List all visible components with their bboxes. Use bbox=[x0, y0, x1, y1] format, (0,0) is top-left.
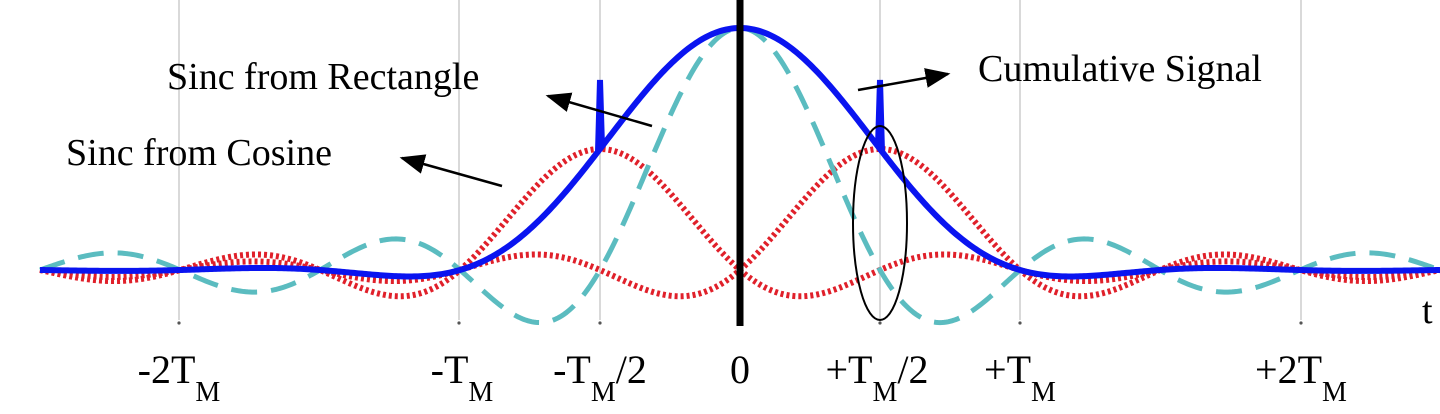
tick-mark bbox=[878, 321, 882, 325]
tick-label-pos-half-tm: +TM/2 bbox=[825, 347, 928, 408]
rect-sinc-arrow bbox=[545, 92, 653, 128]
tick-label-pos-tm: +TM bbox=[984, 347, 1056, 408]
cos-sinc-label: Sinc from Cosine bbox=[66, 132, 332, 174]
tick-mark bbox=[598, 321, 602, 325]
tick-marks bbox=[177, 321, 1303, 325]
tick-mark bbox=[177, 321, 181, 325]
cumulative-signal-label: Cumulative Signal bbox=[978, 48, 1262, 90]
tick-mark bbox=[1299, 321, 1303, 325]
tick-label-neg-half-tm: -TM/2 bbox=[553, 347, 647, 408]
tick-label-pos-2tm: +2TM bbox=[1255, 347, 1347, 408]
rectangle-sinc-curve bbox=[39, 25, 1440, 326]
grid-lines bbox=[178, 0, 1302, 320]
t-axis-label: t bbox=[1422, 290, 1433, 332]
tick-label-neg-tm: -TM bbox=[431, 347, 494, 408]
tick-mark bbox=[1018, 321, 1022, 325]
cos-sinc-arrow bbox=[399, 154, 503, 188]
tick-labels: -2TM -TM -TM/2 0 +TM/2 +TM +2TM bbox=[138, 347, 1347, 408]
highlight-ellipse bbox=[852, 125, 908, 321]
rect-sinc-label: Sinc from Rectangle bbox=[167, 56, 479, 98]
tick-label-zero: 0 bbox=[730, 347, 750, 392]
tick-mark bbox=[457, 321, 461, 325]
cumulative-arrow bbox=[857, 68, 951, 92]
tick-label-neg-2tm: -2TM bbox=[138, 347, 221, 408]
